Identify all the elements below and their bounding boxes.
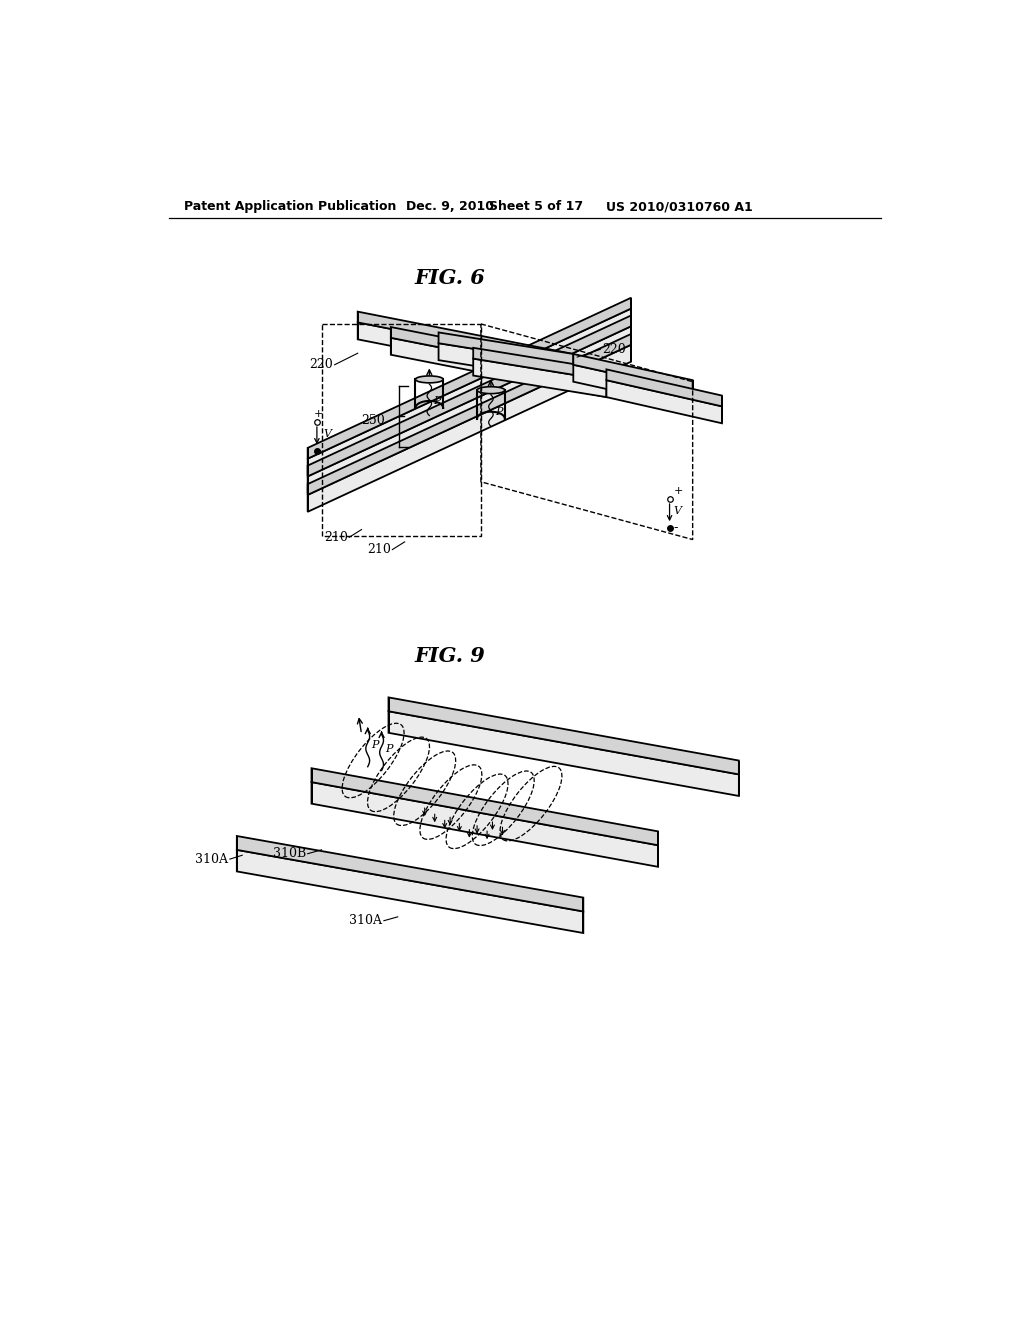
Polygon shape: [388, 711, 739, 796]
Text: +: +: [674, 486, 683, 496]
Polygon shape: [573, 364, 692, 408]
Text: Patent Application Publication: Patent Application Publication: [184, 201, 397, 214]
Ellipse shape: [477, 387, 505, 393]
Polygon shape: [307, 315, 631, 477]
Polygon shape: [473, 359, 606, 397]
Text: -: -: [674, 521, 678, 535]
Polygon shape: [391, 338, 606, 397]
Text: 310A: 310A: [349, 915, 382, 927]
Polygon shape: [573, 354, 692, 391]
Polygon shape: [391, 327, 606, 380]
Text: V: V: [674, 506, 681, 516]
Polygon shape: [307, 309, 631, 475]
Ellipse shape: [416, 376, 443, 383]
Polygon shape: [311, 781, 658, 867]
Text: FIG. 9: FIG. 9: [415, 645, 485, 665]
Polygon shape: [307, 298, 631, 459]
Text: 210: 210: [324, 531, 348, 544]
Text: +: +: [313, 409, 324, 418]
Text: Sheet 5 of 17: Sheet 5 of 17: [488, 201, 583, 214]
Text: Dec. 9, 2010: Dec. 9, 2010: [407, 201, 495, 214]
Text: FIG. 6: FIG. 6: [415, 268, 485, 288]
Polygon shape: [438, 343, 573, 381]
Polygon shape: [307, 334, 631, 495]
Polygon shape: [357, 322, 573, 381]
Polygon shape: [311, 768, 658, 845]
Text: 250: 250: [360, 413, 385, 426]
Text: P: P: [372, 741, 379, 750]
Polygon shape: [388, 697, 739, 775]
Polygon shape: [357, 312, 573, 364]
Text: 210: 210: [367, 543, 391, 556]
Text: P: P: [433, 396, 440, 407]
Polygon shape: [237, 836, 584, 911]
Text: 220: 220: [309, 358, 333, 371]
Polygon shape: [606, 370, 722, 407]
Text: 310B: 310B: [272, 847, 306, 861]
Polygon shape: [237, 850, 584, 933]
Polygon shape: [606, 380, 722, 424]
Polygon shape: [307, 345, 631, 512]
Text: 310A: 310A: [196, 853, 228, 866]
Text: 220: 220: [602, 343, 626, 356]
Text: US 2010/0310760 A1: US 2010/0310760 A1: [606, 201, 754, 214]
Text: P: P: [495, 407, 502, 417]
Text: V: V: [323, 429, 331, 440]
Polygon shape: [438, 333, 573, 364]
Polygon shape: [473, 348, 606, 380]
Text: P: P: [385, 744, 393, 754]
Text: -: -: [316, 445, 321, 458]
Polygon shape: [307, 326, 631, 494]
